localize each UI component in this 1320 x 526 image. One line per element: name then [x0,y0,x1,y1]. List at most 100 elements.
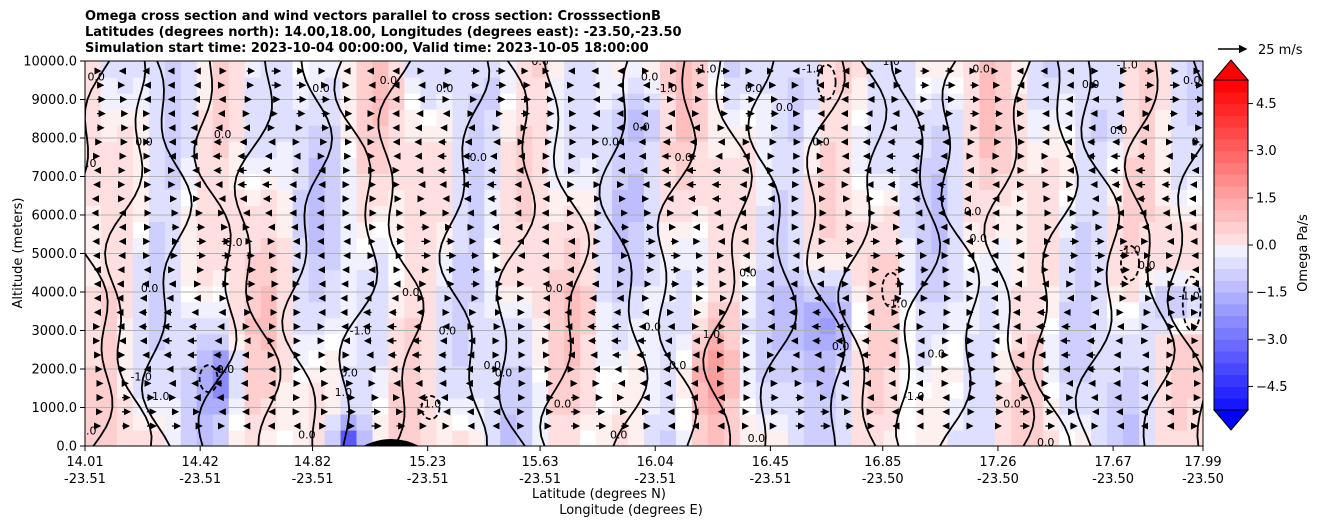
omega-cell [755,125,773,142]
omega-cell [1043,333,1060,351]
colorbar-segment [1214,197,1248,211]
omega-cell [1171,141,1188,158]
omega-cell [659,413,677,431]
omega-cell [1155,349,1172,367]
omega-cell [500,349,517,367]
omega-cell [260,221,278,239]
omega-cell [1091,237,1108,255]
omega-cell [132,221,150,239]
negative-contour [1181,275,1202,332]
omega-cell [612,397,629,415]
x-tick-label-lat: 15.63 [521,455,558,470]
omega-cell [404,317,421,335]
omega-cell [883,349,901,367]
omega-cell [484,317,501,335]
contour-label: 0.0 [380,74,398,87]
omega-cell [596,61,613,78]
omega-cell [883,237,901,255]
omega-cell [1059,365,1076,383]
omega-cell [532,429,549,446]
omega-cell [164,109,182,126]
omega-cell [1139,317,1156,335]
omega-cell [212,317,230,335]
omega-cell [1059,301,1076,319]
omega-cell [596,285,613,303]
omega-cell [324,269,342,287]
omega-cell [1155,413,1172,431]
omega-cell [835,429,853,446]
omega-cell [548,269,565,287]
omega-cell [1059,285,1076,303]
omega-cell [452,221,469,239]
omega-cell [723,157,741,174]
omega-cell [452,365,469,383]
omega-cell [148,301,166,319]
omega-cell [819,237,837,255]
omega-cell [260,285,278,303]
contour-label: 0.0 [79,157,97,170]
omega-cell [915,253,933,271]
omega-cell [164,237,182,255]
omega-cell [723,381,741,399]
omega-cell [228,93,246,110]
omega-cell [116,429,134,446]
omega-cell [1043,429,1060,446]
omega-cell [164,173,182,190]
omega-cell [739,301,757,319]
omega-cell [867,189,885,206]
contour-label: -1.0 [350,324,371,337]
omega-cell [963,173,980,190]
omega-cell [1075,253,1092,271]
omega-cell [851,77,869,94]
omega-cell [1011,429,1028,446]
omega-cell [436,349,453,367]
negative-contour [881,271,902,309]
omega-cell [883,397,901,415]
contour-label: 0.0 [675,151,693,164]
omega-cell [867,237,885,255]
omega-cell [260,109,278,126]
omega-cell [628,77,645,94]
omega-cell [196,141,214,158]
omega-cell [995,413,1012,431]
omega-cell [628,301,645,319]
x-tick-label-lon: -23.51 [179,472,221,487]
omega-cell [915,109,933,126]
omega-cell [1123,429,1140,446]
omega-cell [580,413,597,431]
omega-cell [148,365,166,383]
omega-cell [276,269,294,287]
omega-cell [484,413,501,431]
omega-cell [675,413,693,431]
omega-cell [1011,173,1028,190]
omega-cell [1011,381,1028,399]
omega-cell [596,253,613,271]
omega-cell [548,429,565,446]
contour-label: 0.0 [669,359,687,372]
omega-cell [851,61,869,78]
omega-cell [819,317,837,335]
omega-cell [212,109,230,126]
omega-cell [340,301,358,319]
omega-cell [180,413,198,431]
omega-cell [388,93,406,110]
omega-cell [835,141,853,158]
omega-cell [212,157,230,174]
omega-cell [628,109,645,126]
y-tick-label: 1000.0 [32,401,78,416]
omega-cell [420,189,437,206]
omega-cell [1123,333,1140,351]
omega-cell [516,301,533,319]
omega-cell [835,189,853,206]
omega-cell [963,141,980,158]
omega-cell [420,413,437,431]
omega-cell [196,157,214,174]
omega-cell [979,141,996,158]
omega-cell [1075,237,1092,255]
omega-cell [372,141,390,158]
wind-key: 25 m/s [1218,43,1303,58]
omega-cell [691,205,709,223]
chart-title-line-1: Omega cross section and wind vectors par… [85,9,661,24]
omega-cell [1091,221,1108,239]
omega-cell [1043,349,1060,367]
